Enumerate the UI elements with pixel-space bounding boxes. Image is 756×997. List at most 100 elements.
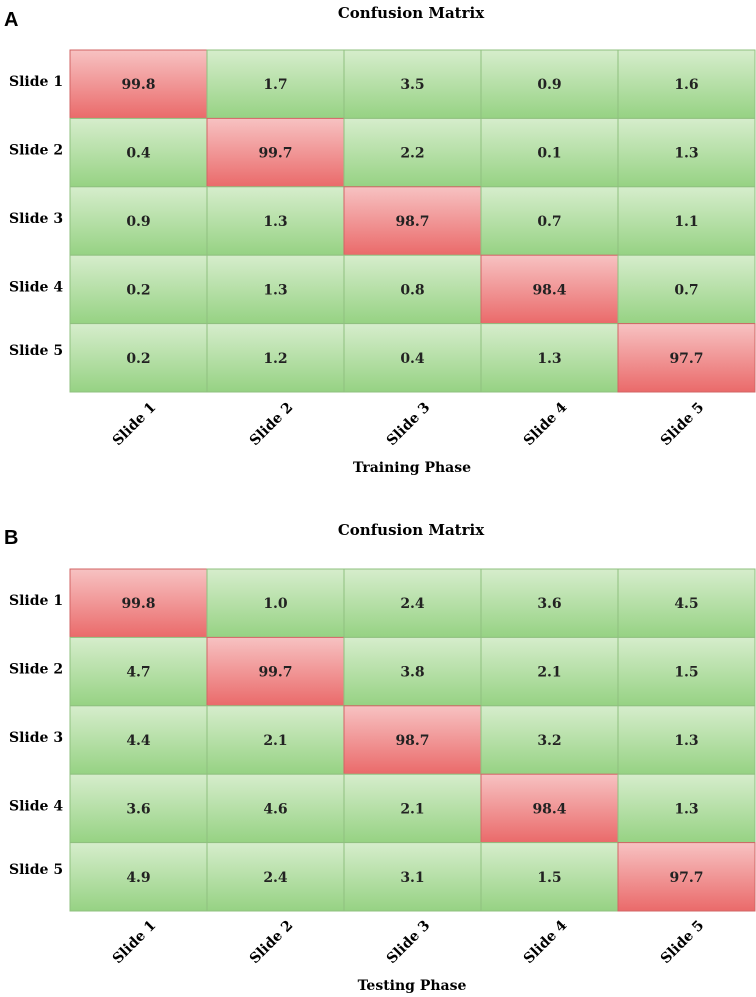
cell-value: 1.2 — [263, 351, 287, 367]
cell-value: 1.3 — [674, 801, 698, 817]
cell-value: 97.7 — [669, 870, 703, 886]
matrix-cell — [617, 568, 756, 638]
row-label: Slide 4 — [9, 279, 63, 295]
cell-value: 2.1 — [400, 801, 424, 817]
matrix-cell — [617, 636, 756, 707]
cell-value: 1.0 — [263, 596, 288, 612]
cell-value: 4.5 — [674, 596, 698, 612]
column-label: Slide 4 — [521, 399, 571, 449]
panel-letter: A — [4, 9, 18, 31]
matrix-cell — [617, 254, 756, 325]
matrix-cells: 99.8 1.0 2.4 3.6 4.5 4.7 99.7 3.8 2.1 1.5 4.4 2.1 98… — [69, 568, 756, 912]
row-label: Slide 5 — [9, 343, 63, 359]
column-label: Slide 5 — [658, 918, 708, 968]
column-label: Slide 1 — [110, 918, 160, 968]
matrix-cell — [343, 773, 482, 844]
cell-value: 3.5 — [400, 77, 424, 93]
cell-value: 98.4 — [532, 801, 566, 817]
diagonal-cell — [617, 323, 756, 393]
cell-value: 3.6 — [537, 596, 561, 612]
cell-value: 3.6 — [126, 801, 150, 817]
matrix-cell — [206, 323, 345, 393]
cell-value: 3.2 — [537, 733, 561, 749]
diagonal-cell — [480, 254, 619, 325]
row-label: Slide 2 — [9, 143, 63, 159]
cell-value: 4.7 — [126, 665, 150, 681]
cell-value: 3.8 — [400, 665, 424, 681]
cell-value: 1.7 — [263, 77, 287, 93]
cell-value: 98.7 — [395, 214, 429, 230]
column-label: Slide 3 — [384, 400, 434, 450]
cell-value: 1.5 — [537, 870, 561, 886]
column-labels: Slide 1 Slide 2 Slide 3 Slide 4 Slide 5 — [110, 399, 708, 449]
matrix-cell — [206, 842, 345, 912]
matrix-cell — [617, 49, 756, 119]
cell-value: 98.4 — [532, 282, 566, 298]
cell-value: 99.7 — [258, 665, 292, 681]
matrix-cell — [206, 186, 345, 256]
matrix-cell — [343, 323, 482, 393]
column-labels: Slide 1 Slide 2 Slide 3 Slide 4 Slide 5 — [110, 917, 708, 967]
matrix-cell — [343, 254, 482, 325]
matrix-cell — [617, 117, 756, 188]
cell-value: 99.7 — [258, 146, 292, 162]
column-label: Slide 1 — [110, 400, 160, 450]
cell-value: 2.2 — [400, 146, 424, 162]
column-label: Slide 2 — [247, 918, 297, 968]
row-labels: Slide 1 Slide 2 Slide 3 Slide 4 Slide 5 — [9, 74, 63, 359]
matrix-cell — [69, 705, 208, 775]
matrix-cell — [343, 117, 482, 188]
diagonal-cell — [343, 186, 482, 256]
chart-title: Confusion Matrix — [338, 4, 485, 22]
cell-value: 0.2 — [126, 351, 150, 367]
cell-value: 0.7 — [537, 214, 561, 230]
row-label: Slide 3 — [9, 211, 63, 227]
matrix-cell — [480, 705, 619, 775]
cell-value: 0.9 — [537, 77, 561, 93]
cell-value: 0.9 — [126, 214, 150, 230]
cell-value: 97.7 — [669, 351, 703, 367]
row-label: Slide 1 — [9, 74, 63, 90]
cell-value: 1.5 — [674, 665, 698, 681]
matrix-cell — [480, 49, 619, 119]
cell-value: 0.8 — [400, 282, 424, 298]
diagonal-cell — [343, 705, 482, 775]
row-label: Slide 1 — [9, 593, 63, 609]
cell-value: 4.6 — [263, 801, 287, 817]
cell-value: 0.1 — [537, 146, 561, 162]
row-label: Slide 4 — [9, 798, 63, 814]
matrix-cell — [480, 842, 619, 912]
row-label: Slide 5 — [9, 862, 63, 878]
column-label: Slide 5 — [658, 400, 708, 450]
cell-value: 2.1 — [263, 733, 287, 749]
cell-value: 1.3 — [537, 351, 561, 367]
matrix-cell — [69, 636, 208, 707]
cell-value: 1.3 — [674, 146, 698, 162]
cell-value: 4.4 — [126, 733, 151, 749]
matrix-cell — [343, 568, 482, 638]
cell-value: 1.3 — [263, 214, 287, 230]
matrix-cell — [617, 186, 756, 256]
matrix-cell — [343, 49, 482, 119]
cell-value: 2.1 — [537, 665, 561, 681]
matrix-cell — [69, 323, 208, 393]
matrix-cell — [69, 254, 208, 325]
matrix-cell — [480, 186, 619, 256]
matrix-cell — [617, 705, 756, 775]
x-axis-label: Training Phase — [353, 460, 471, 476]
cell-value: 3.1 — [400, 870, 424, 886]
matrix-cell — [69, 117, 208, 188]
cell-value: 1.3 — [674, 733, 698, 749]
column-label: Slide 2 — [247, 400, 297, 450]
matrix-cells: 99.8 1.7 3.5 0.9 1.6 0.4 99.7 2.2 0.1 1.3 0.9 1.3 98… — [69, 49, 756, 393]
cell-value: 4.9 — [126, 870, 150, 886]
matrix-cell — [343, 842, 482, 912]
matrix-cell — [69, 842, 208, 912]
matrix-cell — [206, 49, 345, 119]
matrix-cell — [617, 773, 756, 844]
column-label: Slide 4 — [521, 917, 571, 967]
cell-value: 99.8 — [121, 77, 155, 93]
cell-value: 99.8 — [121, 596, 155, 612]
cell-value: 2.4 — [400, 596, 425, 612]
